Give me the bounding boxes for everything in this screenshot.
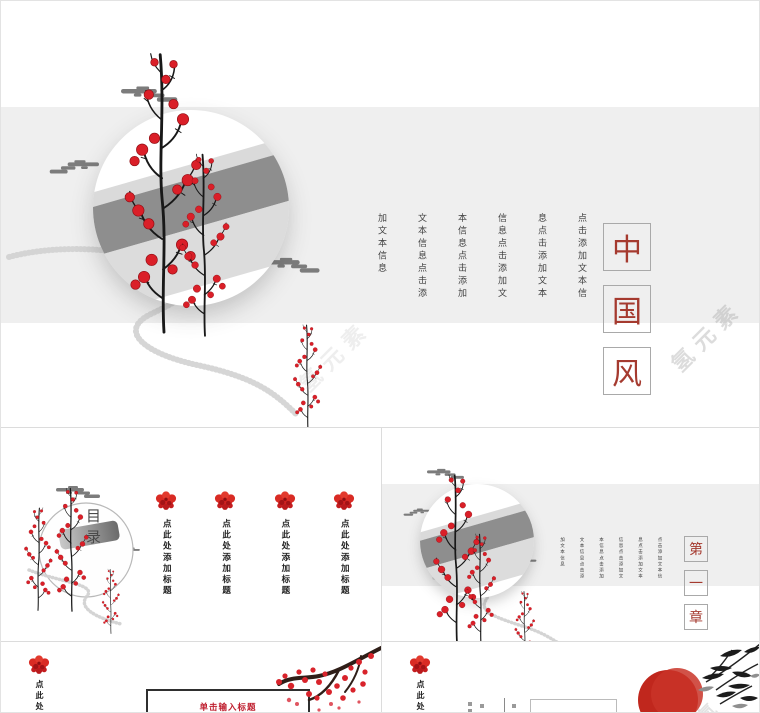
cloud-icon [427, 468, 469, 482]
placeholder-text-column: 加文本信息 [559, 537, 565, 568]
cover-title: 中 国 风 [603, 223, 651, 395]
berry-branch-art [93, 568, 129, 634]
tiny-placeholder-marks [512, 704, 516, 708]
peony-icon [407, 654, 433, 675]
placeholder-text-column: 息点击添加文本 [536, 213, 546, 301]
watermark: 氢元素 [295, 316, 377, 398]
peony-icon [153, 490, 179, 511]
ink-brush-stroke [93, 128, 289, 306]
peony-icon [26, 654, 52, 675]
content-placeholder-box[interactable] [530, 699, 617, 712]
placeholder-text-column: 点击添加文本信 [657, 537, 662, 580]
chapter-title: 第 一 章 [684, 536, 708, 630]
toc-item[interactable]: 点此处添加标题 [329, 490, 359, 597]
section-marker: 点此处添加标题 [25, 654, 53, 712]
placeholder-text-column: 本信息点击添加 [456, 213, 466, 301]
placeholder-text-column: 信息点击添加文 [618, 537, 623, 580]
ink-moon-circle [93, 110, 289, 306]
placeholder-text-column: 加文本信息 [376, 213, 386, 276]
ink-brush-stroke [420, 495, 534, 598]
peony-icon [331, 490, 357, 511]
cloud-icon [56, 486, 106, 501]
berry-branch-art [271, 323, 345, 427]
toc-item-label: 点此处添加标题 [220, 519, 231, 597]
title-char-box: 一 [684, 570, 708, 596]
toc-item-label: 点此处添加标题 [339, 519, 350, 597]
placeholder-text-column: 信息点击添加文 [496, 213, 506, 301]
title-char-box: 第 [684, 536, 708, 562]
slide-content-left-partial[interactable]: 点此处添加标题 单击输入标题 [1, 641, 381, 712]
toc-item-label: 点此处添加标题 [279, 519, 290, 597]
divider-line [504, 698, 505, 712]
peony-icon [212, 490, 238, 511]
slide-content-right-partial[interactable]: 点此处添加标题 [381, 641, 759, 713]
toc-item[interactable]: 点此处添加标题 [270, 490, 300, 597]
bamboo-sun-art [638, 643, 759, 712]
title-char-box: 中 [603, 223, 651, 271]
section-marker: 点此处添加标题 [406, 654, 434, 712]
title-char-box: 风 [603, 347, 651, 395]
toc-item[interactable]: 点此处添加标题 [151, 490, 181, 597]
title-input-box[interactable]: 单击输入标题 [146, 689, 310, 712]
placeholder-text-column: 文本信息点击添 [416, 213, 426, 301]
chapter-body-placeholder: 点击添加文本信 息点击添加文本 信息点击添加文 本信息点击添加 文本信息点击添 … [560, 537, 663, 580]
cloud-icon [117, 544, 143, 553]
section-marker-label: 点此处添加标题 [35, 680, 44, 712]
placeholder-text-column: 点击添加文本信 [576, 213, 586, 301]
placeholder-text-column: 文本信息点击添 [579, 537, 584, 580]
toc-item-list: 点此处添加标题 点此处添加标题 点此处添加标题 点此处添加标题 [151, 490, 359, 597]
toc-item-label: 点此处添加标题 [161, 519, 172, 597]
peony-icon [272, 490, 298, 511]
slide-chapter[interactable]: 点击添加文本信 息点击添加文本 信息点击添加文 本信息点击添加 文本信息点击添 … [381, 427, 759, 641]
watermark: 氢元素 [694, 694, 728, 713]
cloud-icon [121, 85, 185, 107]
toc-title: 目录 [84, 508, 102, 550]
berry-branch-art [11, 506, 65, 611]
ink-moon-circle [420, 484, 534, 598]
tiny-placeholder-marks [480, 704, 484, 711]
title-char-box: 国 [603, 285, 651, 333]
tiny-placeholder-marks [468, 702, 472, 712]
title-char-box: 章 [684, 604, 708, 630]
slide-cover[interactable]: 点击添加文本信 息点击添加文本 信息点击添加文 本信息点击添加 文本信息点击添 … [1, 1, 759, 427]
placeholder-text-column: 本信息点击添加 [598, 537, 604, 580]
toc-item[interactable]: 点此处添加标题 [210, 490, 240, 597]
placeholder-text-column: 息点击添加文本 [637, 537, 643, 580]
slide-toc[interactable]: 目录 点此处添加标题 点此处添加标题 点此处添加标题 点此处添加标题 [1, 427, 381, 641]
cover-body-placeholder: 点击添加文本信 息点击添加文本 信息点击添加文 本信息点击添加 文本信息点击添 … [363, 213, 586, 301]
ink-squiggle [27, 568, 123, 626]
section-marker-label: 点此处添加标题 [416, 680, 425, 712]
berry-branch-art [502, 590, 548, 641]
